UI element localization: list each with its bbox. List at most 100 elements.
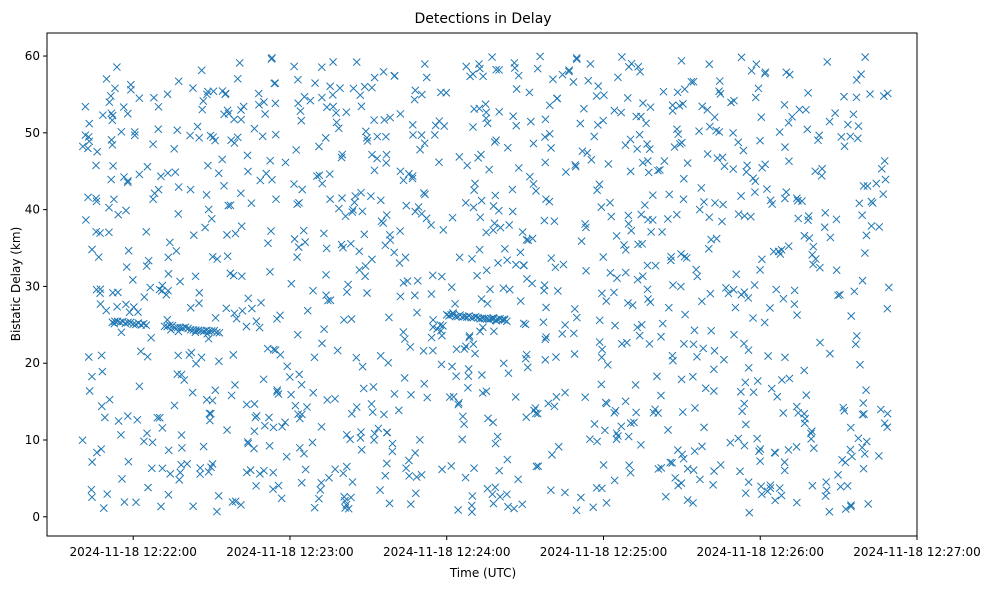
data-point xyxy=(428,346,437,355)
data-point xyxy=(595,338,604,346)
data-point xyxy=(623,299,632,308)
data-point xyxy=(511,392,520,401)
data-point xyxy=(462,62,471,71)
data-point xyxy=(87,372,96,381)
data-point xyxy=(317,422,326,431)
data-point xyxy=(826,233,835,242)
data-point xyxy=(105,203,113,212)
data-point xyxy=(176,468,185,477)
data-point xyxy=(792,194,801,203)
data-point xyxy=(411,86,420,95)
data-point xyxy=(417,470,426,479)
data-point xyxy=(301,238,310,247)
data-point xyxy=(793,311,802,320)
data-point xyxy=(768,200,777,208)
data-point xyxy=(177,431,186,439)
data-point xyxy=(171,168,180,177)
data-point xyxy=(843,481,852,490)
data-point xyxy=(300,92,309,101)
data-point xyxy=(475,60,483,68)
data-point xyxy=(417,209,426,218)
data-point xyxy=(276,311,285,320)
data-point xyxy=(646,298,655,307)
data-point xyxy=(454,398,463,407)
data-point xyxy=(648,191,657,200)
data-point xyxy=(476,327,484,336)
data-point xyxy=(505,220,514,229)
data-point xyxy=(290,180,298,188)
data-point xyxy=(321,133,330,142)
data-point xyxy=(479,72,488,81)
data-point xyxy=(576,493,585,502)
data-point xyxy=(197,66,206,75)
data-point xyxy=(698,442,706,451)
data-point xyxy=(103,490,112,499)
data-point xyxy=(699,344,708,353)
data-point xyxy=(726,438,735,447)
data-point xyxy=(247,199,256,208)
x-tick-label: 2024-11-18 12:22:00 xyxy=(69,545,196,559)
data-point xyxy=(328,90,337,99)
data-point xyxy=(583,148,592,157)
data-point xyxy=(281,418,290,427)
data-point xyxy=(489,202,498,210)
data-point xyxy=(320,325,329,334)
x-tick-label: 2024-11-18 12:24:00 xyxy=(383,545,510,559)
data-point xyxy=(211,313,220,322)
data-point xyxy=(757,490,766,499)
data-point xyxy=(522,235,531,244)
data-point xyxy=(602,297,611,306)
data-point xyxy=(339,469,348,478)
data-point xyxy=(255,323,264,332)
data-point xyxy=(146,283,155,292)
data-point xyxy=(852,93,861,102)
data-point xyxy=(570,304,579,313)
data-point xyxy=(532,462,541,471)
data-point xyxy=(525,88,534,97)
data-point xyxy=(769,247,778,256)
data-point xyxy=(612,429,621,438)
data-point xyxy=(361,127,370,136)
data-point xyxy=(729,165,738,173)
data-point xyxy=(449,392,458,401)
data-point xyxy=(214,169,223,178)
data-point xyxy=(627,59,636,68)
data-point xyxy=(489,226,498,235)
data-point xyxy=(638,158,647,167)
data-point xyxy=(859,399,868,408)
data-point xyxy=(99,504,108,513)
data-point xyxy=(148,438,157,447)
data-point xyxy=(858,276,867,285)
data-point xyxy=(704,244,713,253)
data-point xyxy=(295,414,304,423)
data-point xyxy=(189,231,198,240)
data-point xyxy=(521,320,530,329)
data-point xyxy=(864,499,873,508)
data-point xyxy=(781,143,789,152)
data-point xyxy=(606,198,614,207)
data-point xyxy=(326,195,335,204)
data-point xyxy=(762,185,771,194)
data-point xyxy=(693,272,702,281)
data-point xyxy=(414,203,423,211)
data-point xyxy=(599,91,608,100)
data-point xyxy=(679,454,688,463)
data-point xyxy=(483,299,492,308)
data-point xyxy=(523,363,532,372)
data-point xyxy=(467,508,476,516)
data-point xyxy=(554,442,563,451)
data-point xyxy=(644,168,653,177)
data-point xyxy=(753,434,762,443)
data-point xyxy=(729,285,738,294)
data-point xyxy=(542,333,551,341)
data-point xyxy=(166,469,175,478)
data-point xyxy=(112,63,121,72)
data-point xyxy=(147,333,156,342)
data-point xyxy=(323,396,332,404)
data-point xyxy=(181,323,190,332)
data-point xyxy=(404,169,413,178)
data-point xyxy=(884,283,893,292)
data-point xyxy=(817,171,826,180)
